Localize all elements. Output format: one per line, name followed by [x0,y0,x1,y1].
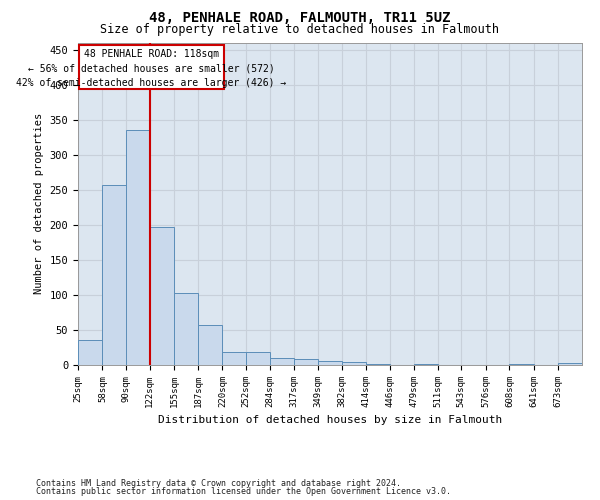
Text: Size of property relative to detached houses in Falmouth: Size of property relative to detached ho… [101,22,499,36]
Bar [223,352,247,365]
FancyBboxPatch shape [79,46,224,89]
Text: Contains public sector information licensed under the Open Government Licence v3: Contains public sector information licen… [36,487,451,496]
Text: ← 56% of detached houses are smaller (572): ← 56% of detached houses are smaller (57… [28,64,275,74]
Bar [318,362,342,365]
X-axis label: Distribution of detached houses by size in Falmouth: Distribution of detached houses by size … [158,416,502,426]
Bar [246,352,270,365]
Bar [366,364,390,365]
Text: 48, PENHALE ROAD, FALMOUTH, TR11 5UZ: 48, PENHALE ROAD, FALMOUTH, TR11 5UZ [149,11,451,25]
Bar [414,364,438,365]
Bar [342,362,367,365]
Bar [126,130,151,365]
Text: 48 PENHALE ROAD: 118sqm: 48 PENHALE ROAD: 118sqm [84,49,219,59]
Text: Contains HM Land Registry data © Crown copyright and database right 2024.: Contains HM Land Registry data © Crown c… [36,478,401,488]
Bar [294,360,319,365]
Text: 42% of semi-detached houses are larger (426) →: 42% of semi-detached houses are larger (… [16,78,286,88]
Bar [78,340,102,365]
Bar [103,185,127,365]
Bar [198,325,222,365]
Y-axis label: Number of detached properties: Number of detached properties [34,113,44,294]
Bar [509,364,533,365]
Bar [174,293,199,365]
Bar [557,363,582,365]
Bar [150,227,174,365]
Bar [269,358,294,365]
